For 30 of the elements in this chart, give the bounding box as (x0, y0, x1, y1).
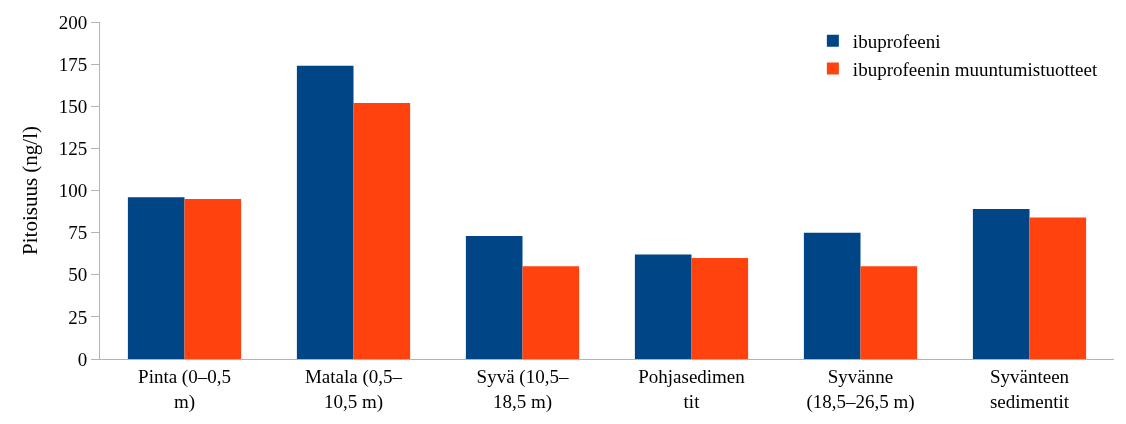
y-tick-label: 75 (68, 222, 88, 244)
y-tick-label: 150 (58, 95, 88, 117)
y-tick-label: 0 (77, 348, 88, 370)
legend-label: ibuprofeenin muuntumistuotteet (852, 58, 1098, 80)
y-tick-label: 100 (58, 180, 88, 202)
y-axis-title: Pitoisuus (ng/l) (17, 126, 42, 255)
bar (803, 232, 861, 359)
y-tick-label: 125 (58, 138, 88, 160)
bar (522, 266, 580, 359)
x-tick-label: Syvä (10,5–18,5 m) (476, 365, 569, 413)
bar (127, 197, 185, 359)
bar (296, 65, 354, 359)
y-tick-label: 50 (68, 264, 88, 286)
bar (860, 266, 918, 359)
y-tick-label: 200 (58, 11, 88, 33)
bar (972, 209, 1030, 359)
x-tick-label: Syvänteen sedimentit (989, 365, 1070, 412)
y-tick-label: 25 (68, 306, 88, 328)
bar (634, 254, 692, 359)
bar (1029, 217, 1087, 359)
x-tick-label: Syvänne (18,5–26,5 m) (806, 365, 915, 413)
bar (184, 198, 242, 359)
legend-label: ibuprofeeni (852, 31, 941, 53)
x-tick-label: Pohjasedimentit (638, 365, 746, 412)
bar (465, 236, 523, 359)
x-tick-label: Pinta (0–0,5 m) (138, 365, 231, 413)
x-tick-label: Matala (0,5–10,5 m) (304, 365, 403, 413)
bar (353, 102, 411, 359)
bar (691, 257, 749, 359)
y-tick-label: 175 (58, 53, 88, 75)
